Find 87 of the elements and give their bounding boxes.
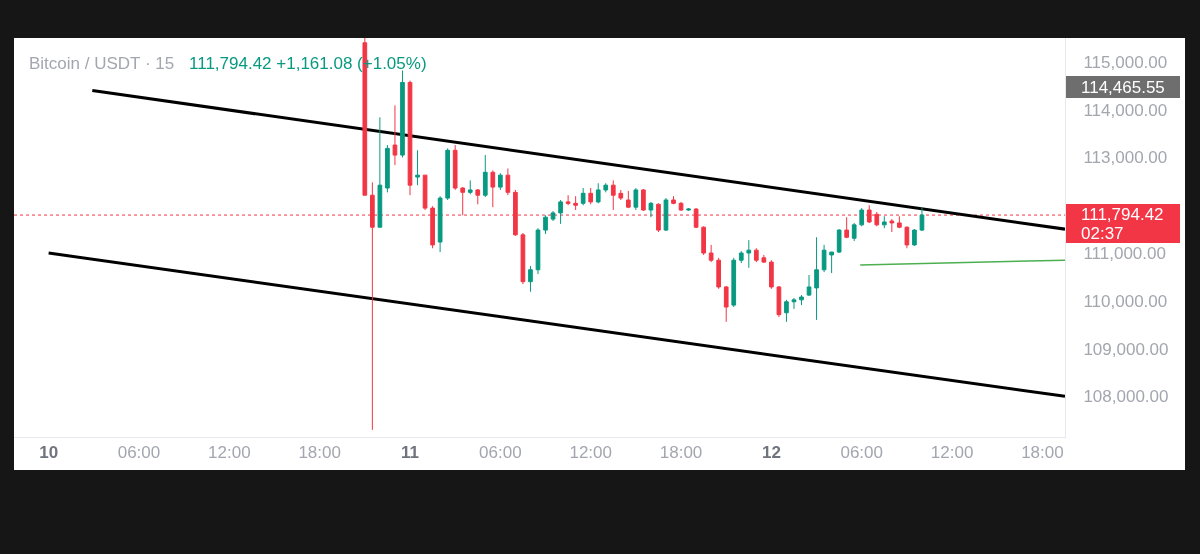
y-tick-label: 111,000.00 (1083, 243, 1166, 263)
ref-line-label: 111,794.42 (1081, 205, 1164, 224)
candlestick (618, 189, 624, 201)
candlestick (829, 251, 834, 274)
candlestick (904, 225, 910, 249)
x-tick-label: 18:00 (1021, 443, 1064, 463)
x-tick-label: 12:00 (208, 443, 251, 463)
candlestick (701, 225, 706, 256)
candlestick (437, 195, 443, 253)
candlestick (761, 254, 767, 264)
candlestick (385, 144, 390, 193)
candlestick (580, 187, 586, 206)
candlestick (475, 188, 481, 205)
x-tick-label: 06:00 (840, 443, 883, 463)
candlestick (769, 259, 774, 290)
candlestick (422, 174, 428, 211)
candlestick (776, 285, 782, 318)
candlestick (528, 265, 533, 293)
candlestick (791, 297, 797, 310)
candlestick (505, 167, 511, 196)
candlestick (844, 216, 850, 239)
candlestick (415, 149, 420, 186)
candlestick (881, 215, 887, 229)
candlestick (588, 187, 594, 205)
candlestick (784, 299, 789, 323)
candlestick (445, 147, 450, 201)
candlestick (897, 215, 902, 229)
candlestick (490, 169, 496, 208)
candlestick (806, 274, 812, 297)
candlestick (633, 187, 639, 211)
candlestick (836, 228, 842, 254)
candlestick (731, 257, 737, 308)
candlestick (625, 190, 631, 209)
x-tick-label: 11 (401, 443, 419, 463)
candlestick (467, 179, 473, 195)
y-tick-label: 113,000.00 (1083, 148, 1168, 168)
y-tick-label: 108,000.00 (1083, 387, 1169, 407)
candlestick (407, 80, 413, 196)
candlestick (663, 197, 669, 232)
candlestick (738, 250, 744, 264)
candlestick (889, 218, 895, 233)
candlestick (686, 207, 691, 212)
candlestick (821, 244, 827, 273)
y-tick-label: 115,000.00 (1083, 52, 1168, 72)
candlestick (392, 104, 398, 166)
candlestick (671, 195, 676, 205)
x-tick-label: 06:00 (117, 443, 161, 463)
x-tick-label: 12:00 (930, 443, 974, 463)
x-tick-label: 06:00 (479, 443, 522, 463)
candlestick (482, 154, 488, 198)
candlestick (753, 247, 759, 263)
candlestick (573, 195, 578, 211)
candlestick (603, 182, 609, 193)
candlestick (851, 222, 857, 242)
candlestick (678, 201, 684, 212)
x-tick-label: 18:00 (659, 443, 703, 463)
y-tick-label: 110,000.00 (1083, 291, 1168, 311)
candlestick (814, 236, 819, 321)
candlestick (550, 210, 556, 222)
y-tick-label: 114,000.00 (1083, 100, 1168, 120)
text: 02:37 (1081, 224, 1124, 243)
x-tick-label: 10 (39, 443, 59, 463)
candlestick (377, 116, 383, 228)
candlestick (746, 239, 752, 269)
candlestick (708, 244, 714, 263)
candlestick (595, 182, 601, 204)
candlestick (452, 144, 458, 191)
candlestick (498, 172, 503, 191)
candlestick (859, 207, 865, 227)
x-tick-label: 18:00 (298, 443, 341, 463)
candlestick (558, 199, 563, 225)
candlestick (648, 201, 654, 218)
x-tick-label: 12 (761, 443, 781, 463)
candlestick (912, 228, 917, 247)
y-tick-label: 109,000.00 (1083, 339, 1169, 359)
candlestick (716, 257, 722, 290)
candlestick (723, 285, 729, 323)
x-tick-label: 12:00 (569, 443, 612, 463)
candlestick (565, 194, 571, 206)
text: 114,465.55 (1081, 78, 1165, 97)
candlestick (641, 188, 646, 212)
candlestick (520, 232, 526, 285)
candlestick (610, 179, 616, 211)
candlestick (799, 294, 804, 306)
candlestick (543, 214, 548, 235)
candlestick (919, 206, 925, 232)
text: Bitcoin / USDT · 15 (29, 54, 175, 73)
